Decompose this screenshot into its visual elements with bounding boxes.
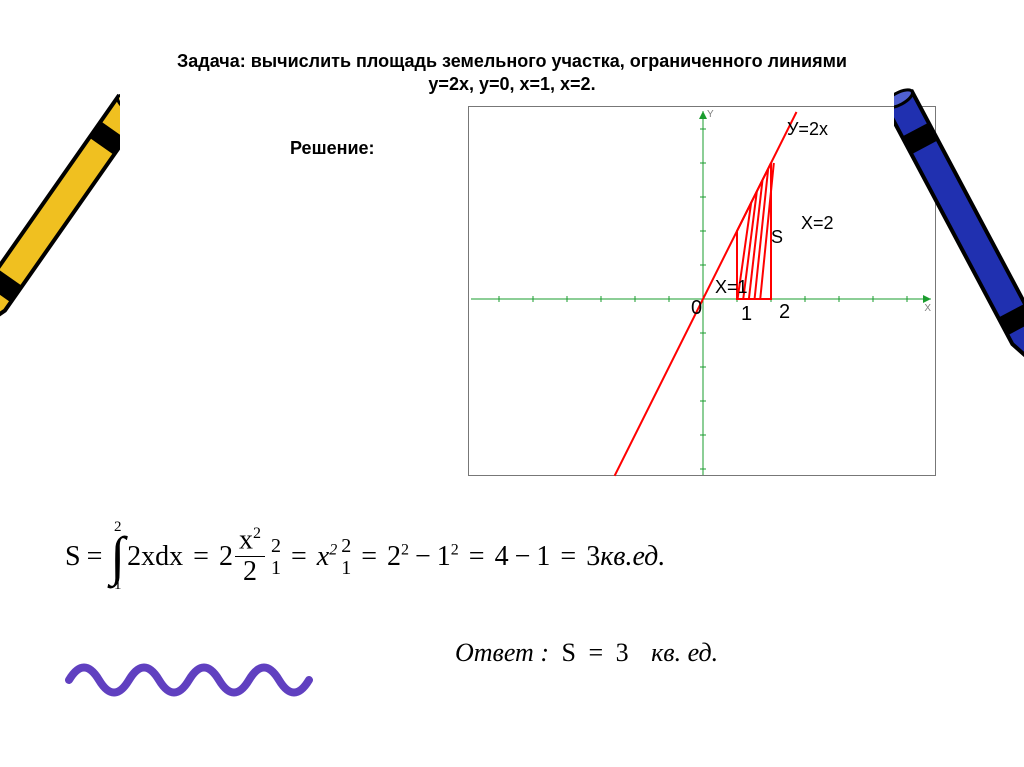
answer-val: 3 [616, 638, 629, 667]
eq-3: = [291, 541, 307, 573]
chart-svg [469, 107, 937, 477]
origin-label: 0 [691, 297, 702, 320]
problem-title: Задача: вычислить площадь земельного уча… [65, 50, 959, 97]
area-label: S [771, 227, 783, 248]
frac1-den: 2 [239, 557, 261, 588]
integral-block: 2 ∫ 1 [110, 520, 125, 593]
x1-label: Х=1 [715, 277, 748, 298]
eq-4: = [361, 541, 377, 573]
solution-formula: S = 2 ∫ 1 2xdx = 2 x2 2 2 1 = x2 2 1 = 2… [65, 520, 665, 593]
integrand: 2xdx [127, 541, 183, 573]
chart-container: У=2х Х=2 S Х=1 0 1 2 Y X [468, 106, 936, 476]
title-line-1: Задача: вычислить площадь земельного уча… [177, 51, 847, 71]
x-tick-1-label: 1 [741, 303, 752, 326]
frac1-num: x2 [235, 525, 265, 557]
x-tick-2-label: 2 [779, 301, 790, 324]
answer-eq: = [588, 638, 603, 667]
answer-label: Ответ : [455, 638, 549, 667]
integral-symbol: ∫ [110, 535, 125, 578]
line-function-label: У=2х [787, 119, 828, 140]
minus-2: − [515, 541, 531, 573]
one-sq: 12 [437, 541, 459, 573]
eq-6: = [560, 541, 576, 573]
minus-1: − [415, 541, 431, 573]
int-lower: 1 [114, 578, 122, 593]
solution-label: Решение: [290, 138, 375, 159]
frac-1: x2 2 [235, 525, 265, 588]
eq-2: = [193, 541, 209, 573]
eval-1: 2 1 [271, 535, 281, 579]
formula-S: S [65, 541, 81, 573]
x2-label: Х=2 [801, 213, 834, 234]
four: 4 [495, 541, 509, 573]
answer-unit: кв. ед. [651, 638, 718, 667]
eq-1: = [87, 541, 103, 573]
one: 1 [536, 541, 550, 573]
eq-5: = [469, 541, 485, 573]
yellow-crayon-icon [0, 60, 120, 380]
answer-S: S [561, 638, 575, 667]
purple-squiggle-icon [64, 650, 314, 710]
eval-2: 2 1 [341, 535, 351, 579]
x-squared: x2 [317, 541, 337, 573]
coeff-2: 2 [219, 541, 233, 573]
blue-crayon-icon [894, 60, 1024, 420]
y-axis-label: Y [707, 109, 714, 120]
unit-label: кв.ед. [600, 541, 665, 573]
two-sq: 22 [387, 541, 409, 573]
answer-row: Ответ : S = 3 кв. ед. [455, 638, 718, 668]
title-line-2: у=2х, у=0, х=1, х=2. [428, 74, 595, 94]
result-3: 3 [586, 541, 600, 573]
